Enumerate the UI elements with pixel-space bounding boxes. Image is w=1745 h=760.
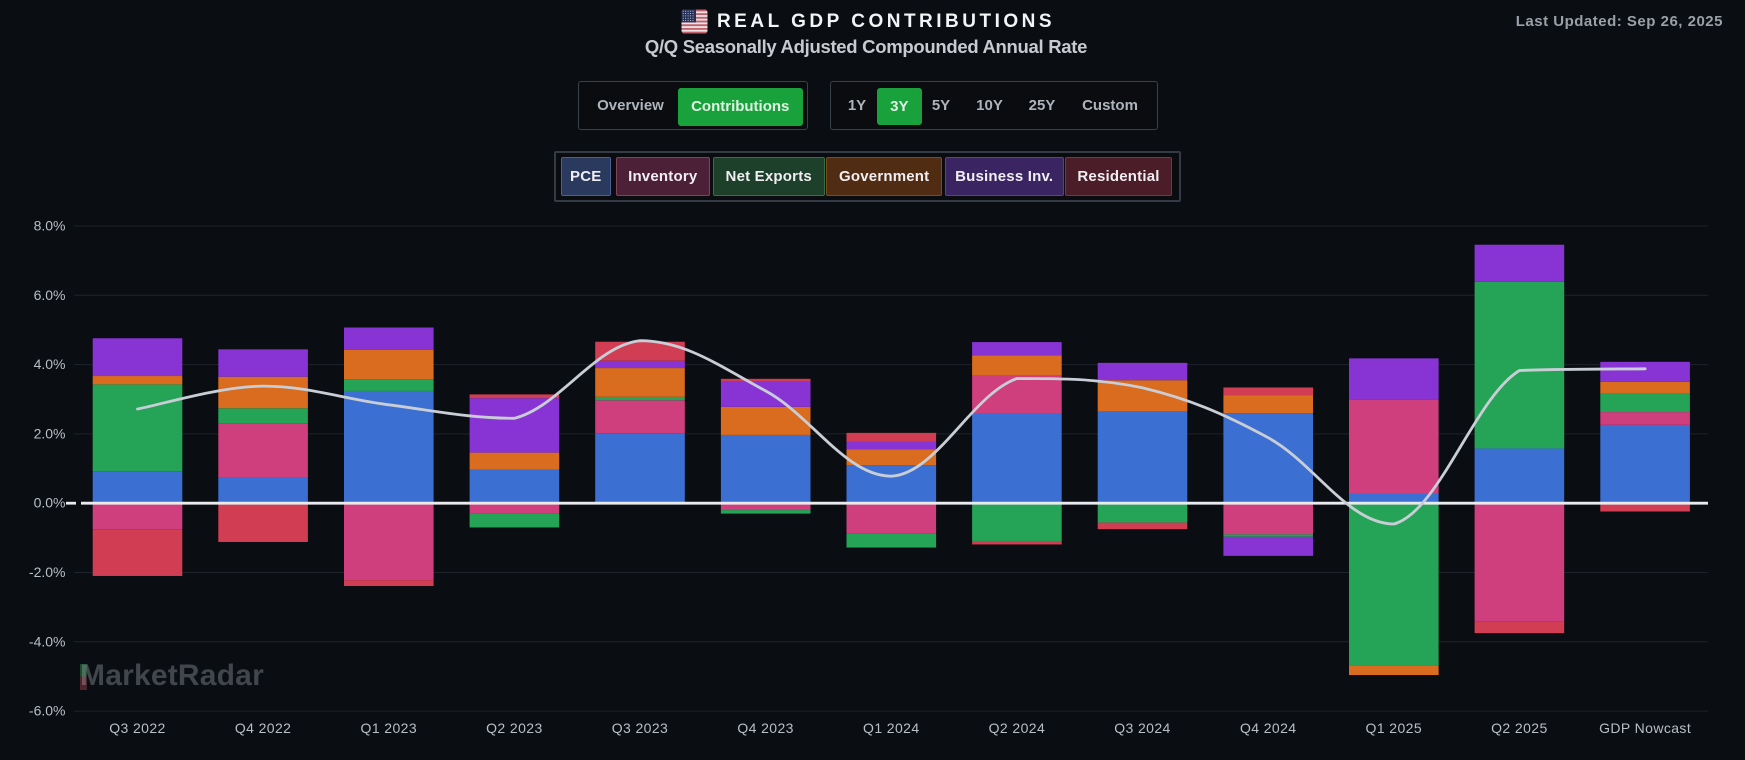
svg-text:Q3 2024: Q3 2024 bbox=[1114, 720, 1171, 736]
svg-text:Q4 2022: Q4 2022 bbox=[235, 720, 292, 736]
svg-text:Q2 2023: Q2 2023 bbox=[486, 720, 543, 736]
svg-text:Q3 2022: Q3 2022 bbox=[109, 720, 166, 736]
svg-text:-2.0%: -2.0% bbox=[29, 564, 66, 580]
svg-text:-4.0%: -4.0% bbox=[29, 633, 66, 649]
svg-text:Q1 2025: Q1 2025 bbox=[1366, 720, 1423, 736]
svg-text:6.0%: 6.0% bbox=[34, 287, 66, 303]
svg-text:Q4 2023: Q4 2023 bbox=[737, 720, 794, 736]
svg-text:-6.0%: -6.0% bbox=[29, 703, 66, 719]
svg-text:Q3 2023: Q3 2023 bbox=[612, 720, 669, 736]
svg-text:Q4 2024: Q4 2024 bbox=[1240, 720, 1297, 736]
svg-text:Q1 2023: Q1 2023 bbox=[361, 720, 418, 736]
svg-text:GDP Nowcast: GDP Nowcast bbox=[1599, 720, 1691, 736]
svg-text:2.0%: 2.0% bbox=[34, 425, 66, 441]
svg-text:0.0%: 0.0% bbox=[34, 495, 66, 511]
svg-text:4.0%: 4.0% bbox=[34, 356, 66, 372]
svg-text:8.0%: 8.0% bbox=[34, 218, 66, 234]
svg-text:Q1 2024: Q1 2024 bbox=[863, 720, 920, 736]
svg-text:Q2 2024: Q2 2024 bbox=[989, 720, 1046, 736]
svg-text:Q2 2025: Q2 2025 bbox=[1491, 720, 1548, 736]
